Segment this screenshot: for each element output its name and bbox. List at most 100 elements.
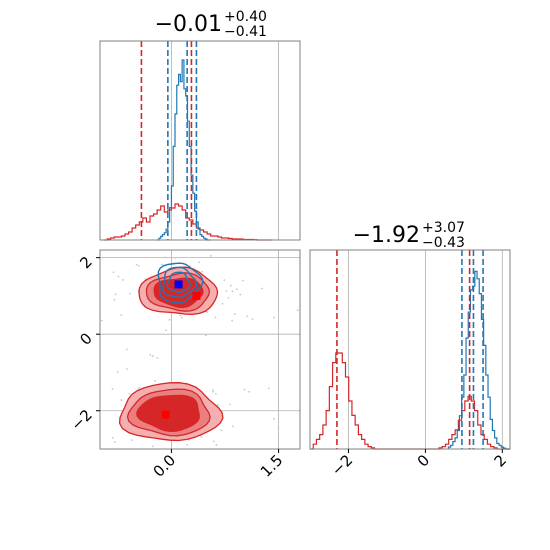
x-tick-label: 1.5 <box>257 451 287 481</box>
y-tick-label: −2 <box>67 406 95 434</box>
sample-point <box>221 302 224 305</box>
sample-point <box>248 390 250 393</box>
sample-point <box>227 296 230 299</box>
sample-point <box>200 435 203 438</box>
sample-point <box>212 389 215 392</box>
sample-point <box>154 380 157 382</box>
sample-point <box>267 387 270 390</box>
sample-point <box>129 292 131 295</box>
sample-point <box>198 261 201 264</box>
sample-point <box>117 275 120 278</box>
sample-point <box>123 453 125 455</box>
panel-joint: −2 0 2 0.0 1.5 <box>24 249 327 481</box>
sample-point <box>216 403 219 406</box>
sample-point <box>113 441 116 443</box>
sample-point <box>111 436 114 439</box>
panel-frame <box>99 249 301 450</box>
x-axis-ticks: 0.0 1.5 <box>150 449 287 481</box>
sample-point <box>113 298 116 301</box>
sample-point <box>24 435 26 437</box>
sample-point <box>212 440 215 443</box>
y-axis-ticks: −2 0 2 <box>67 253 100 434</box>
param1-title-median: −1.92 <box>353 223 420 248</box>
sample-point <box>149 353 152 356</box>
sample-point <box>179 314 182 317</box>
panel-frame <box>99 40 301 241</box>
blue-density-contour <box>162 266 198 298</box>
param0-title-upper-error: +0.40 <box>224 9 267 25</box>
sample-point <box>195 450 197 452</box>
blue-density-contour <box>166 271 191 293</box>
sample-point <box>325 428 327 430</box>
sample-point <box>96 418 98 420</box>
sample-point <box>160 263 163 266</box>
sample-point <box>231 319 234 322</box>
sample-point <box>296 309 299 312</box>
x-axis-ticks: −2 0 2 <box>328 449 510 479</box>
sample-point <box>231 290 234 293</box>
red-marker <box>161 410 170 419</box>
x-tick-label: 2 <box>491 451 510 470</box>
blue-histogram <box>157 59 211 241</box>
sample-point <box>223 279 226 282</box>
sample-point <box>201 270 204 273</box>
sample-point <box>261 287 264 290</box>
panel-frame <box>309 249 511 450</box>
sample-point <box>209 254 212 257</box>
sample-point <box>94 429 96 431</box>
blue-density-contour <box>157 262 204 304</box>
sample-point <box>216 457 218 459</box>
sample-point <box>229 284 232 287</box>
sample-point <box>100 319 103 322</box>
sample-point <box>235 288 238 291</box>
sample-point <box>174 256 176 259</box>
param0-title-lower-error: −0.41 <box>224 24 267 40</box>
sample-point <box>137 386 140 389</box>
sample-point <box>122 279 125 281</box>
sample-point <box>242 279 245 282</box>
sample-point <box>94 295 96 297</box>
sample-point <box>233 312 236 315</box>
sample-point <box>251 318 254 321</box>
grid-lines <box>348 250 503 449</box>
blue-histogram <box>447 270 510 450</box>
sample-point <box>180 316 183 319</box>
sample-point <box>65 392 67 394</box>
sample-point <box>228 403 231 406</box>
panel-param1-marginal: −2 0 2 −1.92 +3.07 −0.43 <box>309 220 511 479</box>
sample-point <box>212 390 214 393</box>
sample-point <box>214 392 217 395</box>
sample-point <box>243 388 246 391</box>
sample-point <box>246 315 249 318</box>
sample-point <box>307 399 309 401</box>
y-tick-label: 2 <box>76 253 95 272</box>
sample-point <box>204 334 207 337</box>
sample-point <box>91 253 93 255</box>
x-tick-label: 0.0 <box>150 451 180 481</box>
sample-point <box>215 444 218 446</box>
sample-point <box>232 425 234 428</box>
sample-point <box>277 427 280 430</box>
histogram-area <box>103 41 272 241</box>
sample-point <box>165 329 168 332</box>
sample-point <box>126 348 128 351</box>
sample-point <box>273 316 275 319</box>
sample-point <box>214 316 217 319</box>
x-tick-label: 0 <box>414 451 433 470</box>
sample-point <box>81 393 83 395</box>
sample-point <box>151 355 154 357</box>
sample-point <box>94 323 96 325</box>
sample-point <box>116 371 119 373</box>
sample-point <box>71 408 73 410</box>
blue-marker <box>174 280 183 289</box>
sample-point <box>220 429 223 432</box>
sample-point <box>130 439 133 442</box>
sample-point <box>273 417 275 420</box>
sample-point <box>111 388 114 390</box>
sample-point <box>135 263 138 266</box>
sample-point <box>156 357 159 360</box>
sample-point <box>112 271 115 274</box>
param1-title-upper-error: +3.07 <box>422 220 465 236</box>
density-layer <box>24 253 327 459</box>
